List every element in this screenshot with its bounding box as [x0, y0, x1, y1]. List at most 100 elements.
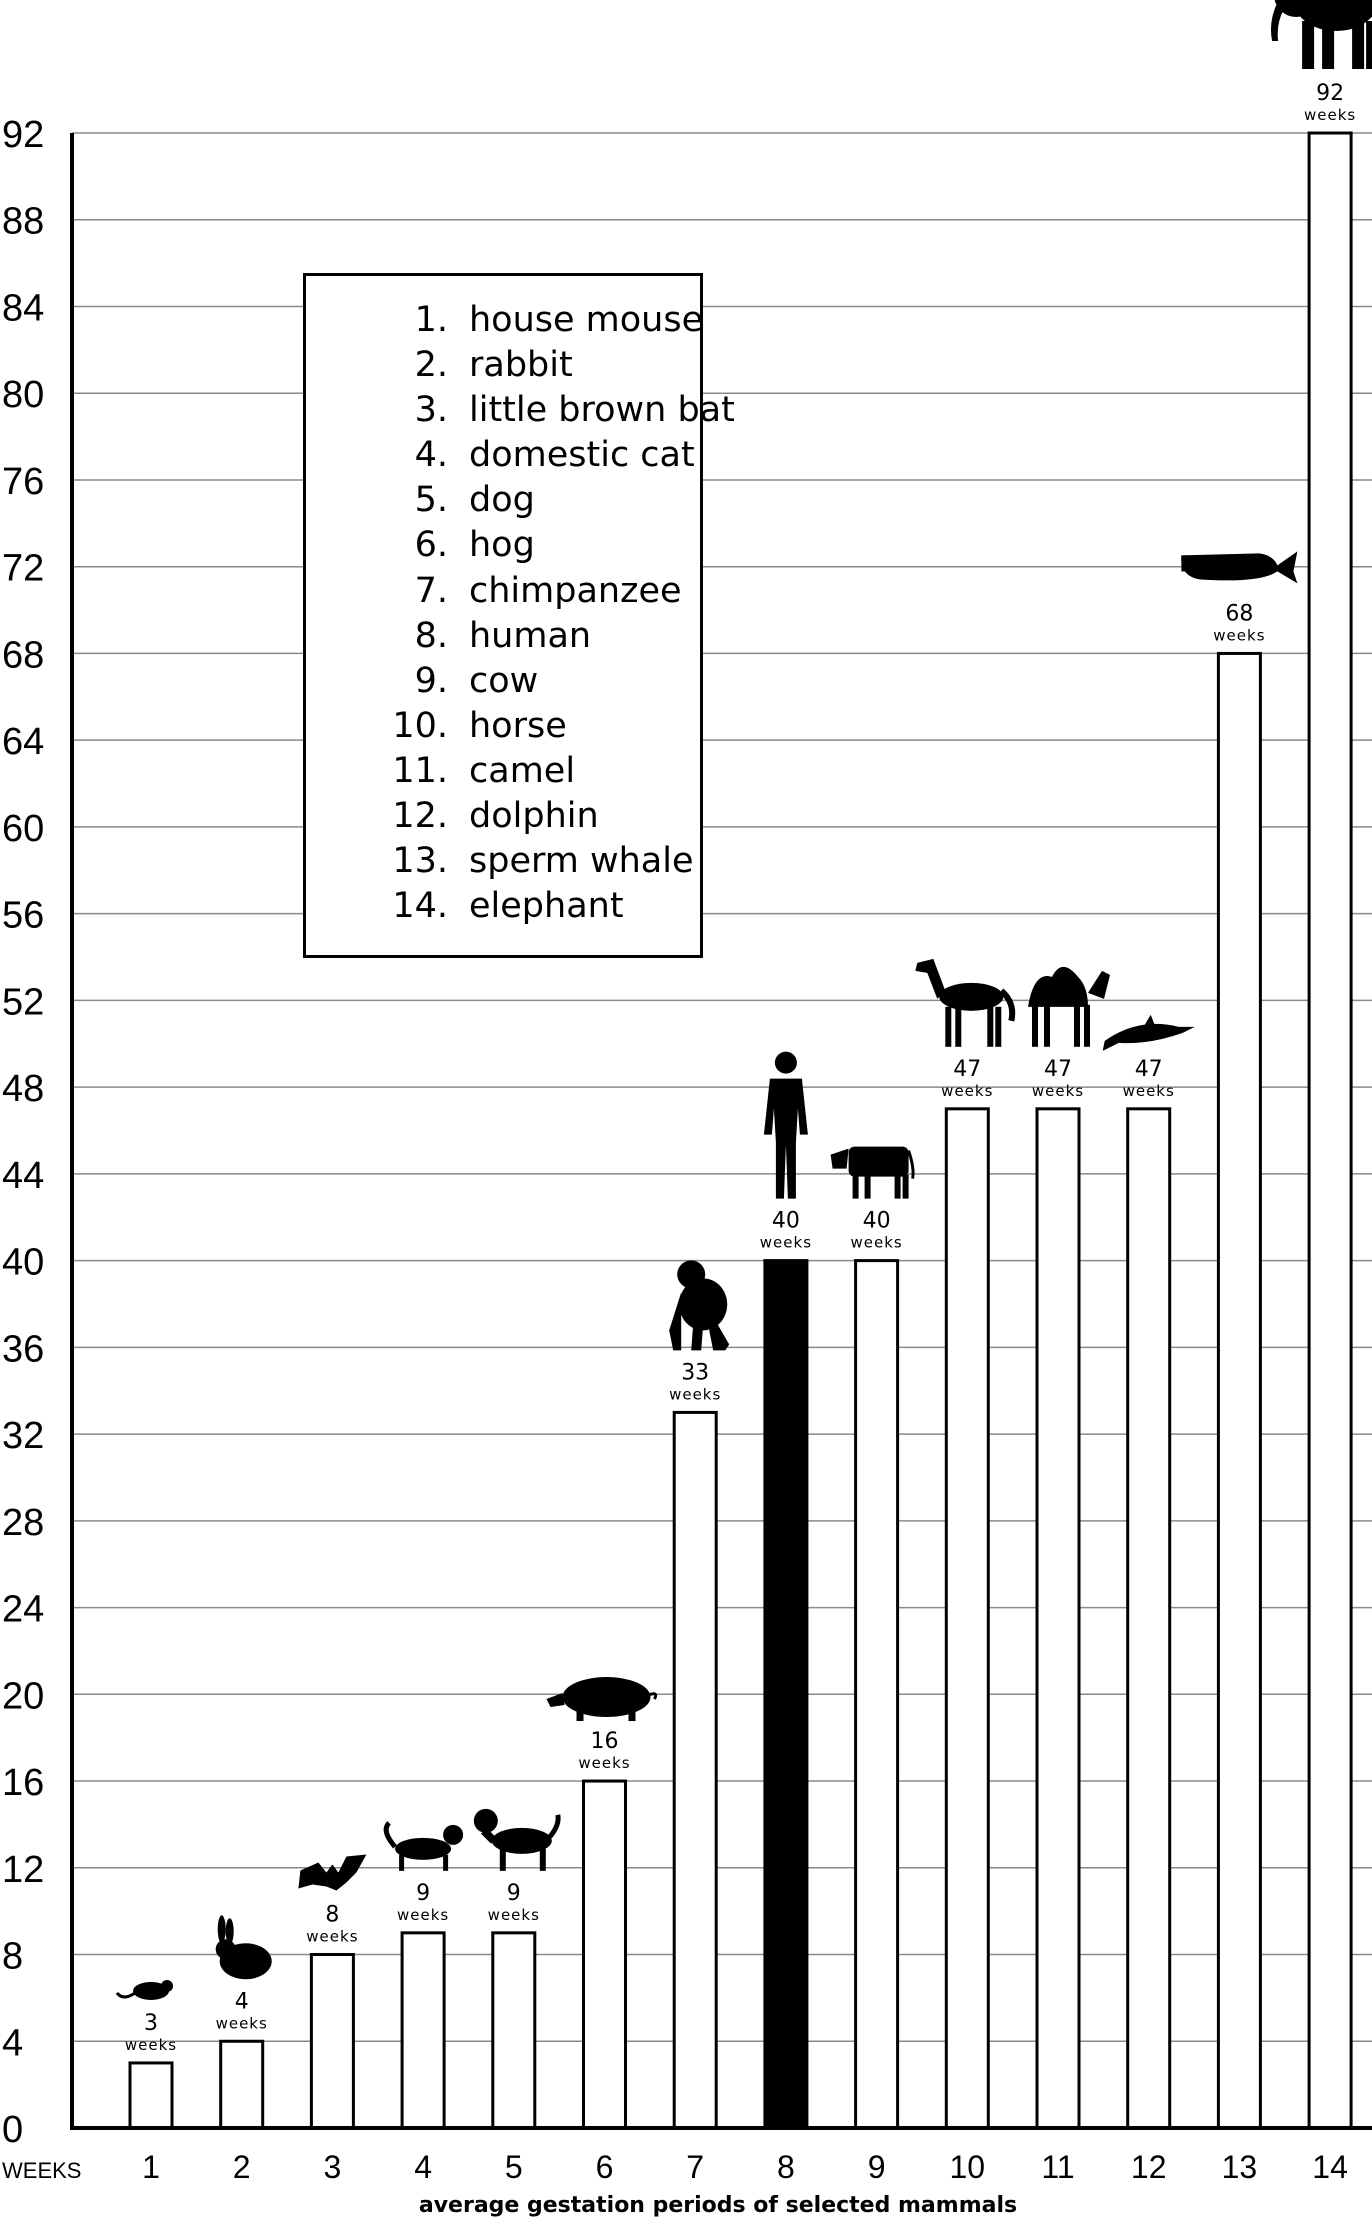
legend-item-number: 3. [414, 390, 448, 431]
data-label: 8 [325, 1903, 339, 1928]
bar [1035, 1107, 1081, 2130]
animal-icons [115, 0, 1372, 2000]
legend-item-number: 12. [392, 796, 448, 837]
legend-item-number: 6. [414, 525, 448, 566]
legend-item-number: 8. [414, 615, 448, 656]
y-tick-label: 8 [2, 1936, 23, 1978]
data-label-unit: weeks [397, 1906, 449, 1924]
x-tick-label: 8 [777, 2149, 795, 2185]
grid-lines [72, 132, 1372, 2043]
data-label: 4 [235, 1989, 249, 2014]
y-axis-label: WEEKS [2, 2158, 81, 2183]
human-icon [763, 1051, 808, 1199]
legend-item: 12. dolphin [306, 794, 700, 839]
y-tick-label: 60 [2, 808, 44, 850]
horse-icon [915, 958, 1016, 1047]
x-axis-label: average gestation periods of selected ma… [419, 2193, 1017, 2218]
legend-item-name: dolphin [469, 796, 599, 837]
y-tick-label: 64 [2, 721, 44, 763]
x-tick-label: 11 [1041, 2149, 1074, 2185]
legend-item-name: elephant [469, 886, 624, 927]
legend-item-number: 7. [414, 570, 448, 611]
bar [219, 2039, 265, 2130]
bar [128, 2061, 174, 2130]
y-tick-label: 40 [2, 1242, 44, 1284]
x-tick-label: 3 [324, 2149, 342, 2185]
x-tick-label: 10 [950, 2149, 986, 2185]
legend-item: 6. hog [306, 523, 700, 568]
y-tick-label: 24 [2, 1589, 44, 1631]
legend-item-name: chimpanzee [469, 570, 682, 611]
legend-item-name: cow [469, 660, 539, 701]
bar [400, 1931, 446, 2130]
legend-item: 13. sperm whale [306, 839, 700, 884]
bar [944, 1107, 990, 2130]
data-label: 9 [507, 1881, 521, 1906]
y-tick-label: 68 [2, 634, 44, 676]
bar [854, 1259, 900, 2130]
legend-item-name: human [469, 615, 592, 656]
bar [309, 1953, 355, 2130]
bar [1126, 1107, 1172, 2130]
x-tick-label: 12 [1131, 2149, 1167, 2185]
y-tick-label: 92 [2, 114, 44, 156]
y-tick-label: 28 [2, 1502, 44, 1544]
data-label-unit: weeks [1032, 1082, 1084, 1100]
legend-item: 7. chimpanzee [306, 569, 700, 614]
y-tick-label: 12 [2, 1849, 44, 1891]
data-label-unit: weeks [850, 1234, 902, 1252]
bar [672, 1410, 718, 2130]
legend-item-number: 10. [392, 705, 448, 746]
sperm-whale-icon [1181, 551, 1298, 584]
legend: 1. house mouse 2. rabbit 3. little brown bat 4… [303, 273, 735, 958]
data-label-unit: weeks [125, 2036, 177, 2054]
x-tick-label: 13 [1222, 2149, 1258, 2185]
y-tick-label: 88 [2, 201, 44, 243]
x-tick-label: 7 [686, 2149, 704, 2185]
dolphin-icon [1102, 1014, 1195, 1051]
camel-icon [1028, 966, 1110, 1047]
legend-item-name: dog [469, 480, 535, 521]
x-tick-label: 5 [505, 2149, 523, 2185]
legend-item-number: 4. [414, 435, 448, 476]
cat-icon [383, 1821, 464, 1871]
rabbit-icon [215, 1915, 272, 1980]
legend-item: 9. cow [306, 659, 700, 704]
bar [1216, 651, 1262, 2130]
y-tick-label: 4 [2, 2022, 23, 2064]
data-label: 68 [1225, 601, 1253, 626]
legend-item: 5. dog [306, 478, 700, 523]
x-tick-label: 14 [1312, 2149, 1348, 2185]
x-tick-label: 1 [142, 2149, 160, 2185]
y-tick-label: 36 [2, 1328, 44, 1370]
x-tick-label: 2 [233, 2149, 251, 2185]
legend-item-number: 2. [414, 345, 448, 386]
bar [1307, 131, 1353, 2130]
mouse-icon [115, 1979, 173, 2000]
legend-item: 11. camel [306, 749, 700, 794]
y-tick-label: 72 [2, 548, 44, 590]
legend-item: 8. human [306, 614, 700, 659]
x-axis-ticks: 1 2 3 4 5 6 7 8 9 10 11 12 13 14 [142, 2149, 1348, 2185]
y-tick-label: 52 [2, 981, 44, 1023]
legend-item-number: 13. [392, 841, 448, 882]
legend-item-name: hog [469, 525, 535, 566]
y-tick-label: 56 [2, 895, 44, 937]
legend-item-number: 1. [414, 300, 448, 340]
y-tick-label: 48 [2, 1068, 44, 1110]
data-label-unit: weeks [669, 1385, 721, 1403]
bat-icon [298, 1854, 367, 1891]
axes [70, 133, 1372, 2130]
bar [763, 1259, 809, 2130]
data-label-unit: weeks [1213, 626, 1265, 644]
x-tick-label: 4 [414, 2149, 432, 2185]
bar [491, 1931, 537, 2130]
legend-item-name: horse [469, 705, 567, 746]
data-label-unit: weeks [1304, 106, 1356, 124]
x-tick-label: 9 [868, 2149, 886, 2185]
data-label: 40 [772, 1209, 800, 1234]
legend-item: 10. horse [306, 704, 700, 749]
legend-item: 3. little brown bat [306, 388, 735, 433]
y-tick-label: 0 [2, 2109, 23, 2151]
